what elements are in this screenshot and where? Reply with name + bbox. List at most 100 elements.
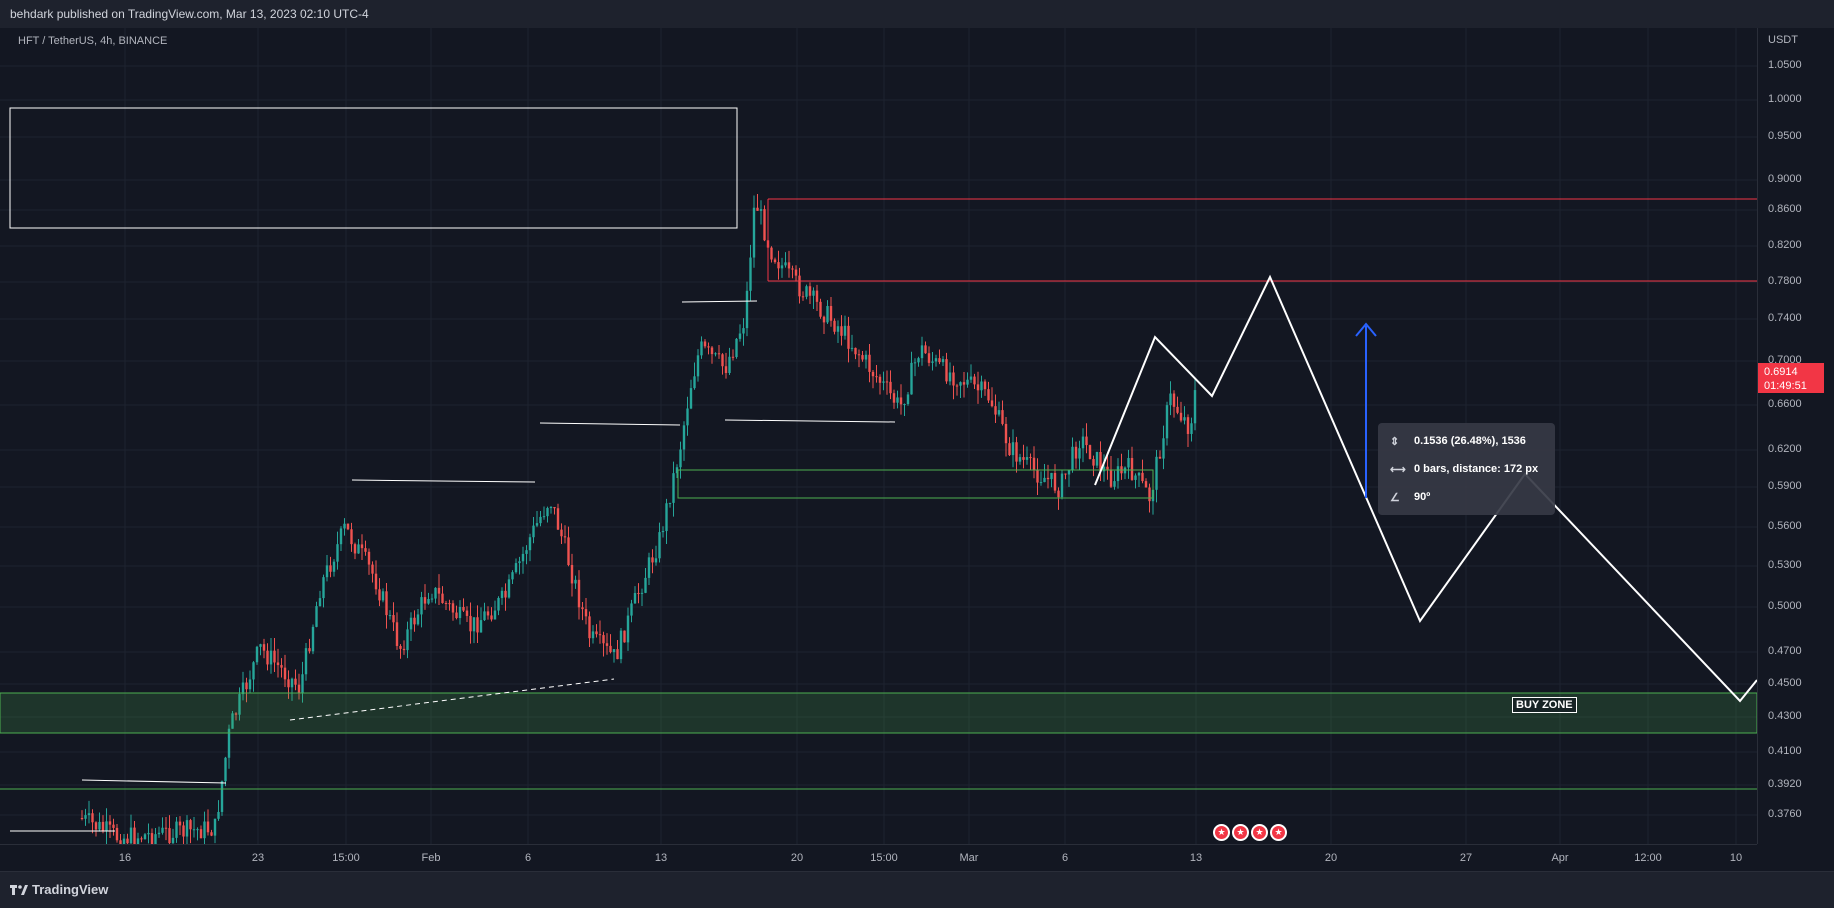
candle-body [1011,442,1015,456]
candle-body [826,306,829,323]
candle-body [1092,459,1095,466]
economic-events[interactable]: ★ ★ ★ ★ [1213,822,1289,841]
candle-body [476,617,479,633]
candle-body [430,598,434,600]
candle-body [903,403,906,405]
candle-body [318,598,322,607]
candle-body [913,362,917,364]
chart-svg[interactable] [0,28,1757,844]
candle-body [147,833,150,835]
candle-body [889,381,892,394]
candle-body [1155,456,1158,490]
brand-name: TradingView [32,882,109,897]
candle-body [402,648,406,651]
candle-body [119,840,122,844]
candle-body [161,827,164,833]
candle-body [749,257,752,291]
level-line-4[interactable] [724,419,896,423]
projection-path[interactable] [1094,274,1757,703]
candle-body [451,603,455,613]
candle-body [199,829,203,839]
us-flag-icon[interactable]: ★ [1251,824,1268,841]
time-label: 20 [790,852,804,864]
candle-body [472,617,476,632]
candle-body [882,381,885,383]
symbol-title[interactable]: HFT / TetherUS, 4h, BINANCE [18,35,168,47]
candle-body [819,301,822,317]
candle-body [385,591,388,616]
candle-body [378,589,381,601]
bar-countdown: 01:49:51 [1764,380,1807,392]
dashed-trendline[interactable] [289,678,615,721]
price-tick-label: 0.6600 [1768,398,1802,410]
candle-body [437,587,441,594]
candle-body [1046,477,1050,480]
candle-body [969,376,973,380]
candle-body [140,838,143,840]
candle-body [675,467,679,474]
measure-arrow-head [1355,322,1377,337]
candle-body [966,379,969,385]
candle-body [301,674,304,693]
us-flag-icon[interactable]: ★ [1232,824,1249,841]
candle-body [661,531,665,533]
candle-body [1025,457,1029,460]
candle-body [339,528,343,545]
chart-canvas[interactable]: ⇕ 0.1536 (26.48%), 1536 ⟷ 0 bars, distan… [0,28,1757,844]
demand-box-small[interactable] [677,469,1154,499]
price-tick-label: 0.8600 [1768,203,1802,215]
us-flag-icon[interactable]: ★ [1270,824,1287,841]
candle-body [448,603,451,605]
candle-body [483,611,486,621]
candle-body [1085,436,1088,446]
publish-bar: behdark published on TradingView.com, Ma… [0,0,1834,29]
time-axis[interactable]: 16 23 15:00 Feb 6 13 20 15:00 Mar 6 13 20 27 Apr 12:00… [0,844,1757,871]
candle-body [479,620,483,633]
candle-body [1064,473,1067,475]
candle-body [507,579,511,598]
price-tick-label: 0.5000 [1768,600,1802,612]
candle-body [700,341,703,356]
candle-body [777,262,780,269]
drawings[interactable] [0,107,1757,832]
candle-body [315,606,318,627]
candle-body [630,603,633,616]
price-tick-label: 0.9500 [1768,130,1802,142]
buy-zone-rect[interactable] [0,692,1757,734]
candle-body [259,644,262,647]
level-line-3[interactable] [351,479,536,483]
candle-body [689,388,693,409]
candle-body [108,821,112,825]
candle-body [787,262,791,269]
candle-body [325,565,329,578]
candle-body [101,821,105,831]
time-label: 20 [1324,852,1338,864]
measure-price-change: 0.1536 (26.48%), 1536 [1414,435,1526,447]
candle-body [308,648,311,652]
candle-body [808,286,812,296]
candle-body [878,376,882,383]
level-line-2[interactable] [539,422,681,426]
us-flag-icon[interactable]: ★ [1213,824,1230,841]
price-tick-label: 0.7400 [1768,312,1802,324]
price-axis[interactable]: USDT 1.0500 1.0000 0.9500 0.9000 0.8600 0.820… [1757,28,1834,844]
price-tick-label: 0.9000 [1768,173,1802,185]
candle-body [455,612,458,619]
candle-body [87,813,91,816]
time-label: 23 [251,852,265,864]
candle-body [798,275,801,297]
candle-body [952,372,955,386]
candle-body [409,617,413,630]
supply-box[interactable] [9,107,738,229]
candle-body [623,630,626,643]
candle-body [738,333,742,339]
candle-body [98,821,101,830]
level-line-1[interactable] [681,300,758,303]
candle-body [500,590,504,598]
level-line-5[interactable] [81,779,227,784]
candle-body [1001,410,1004,424]
candle-body [987,389,990,401]
candle-body [724,366,728,373]
grid [0,28,1757,844]
candle-body [602,635,605,644]
